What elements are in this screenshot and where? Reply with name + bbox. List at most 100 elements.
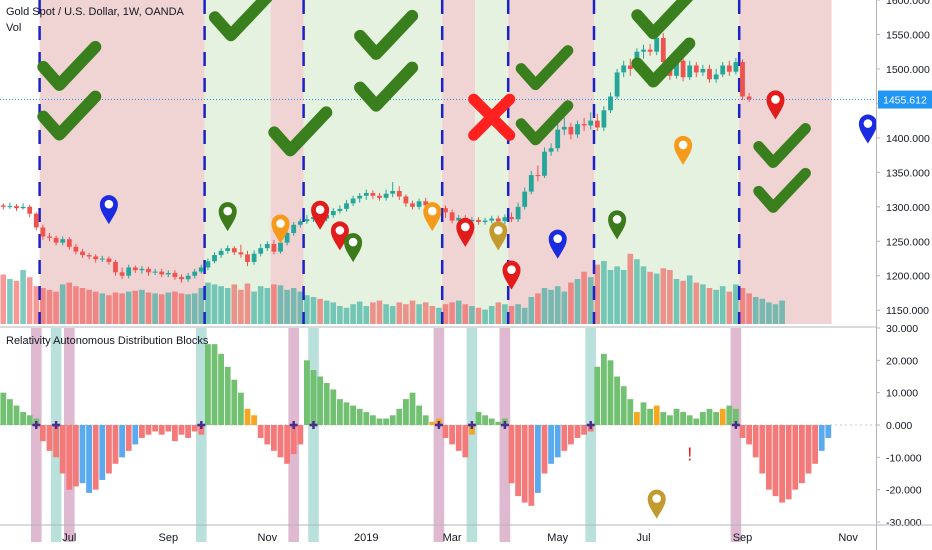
histogram-bar[interactable] bbox=[752, 425, 759, 458]
histogram-bar[interactable] bbox=[614, 376, 620, 426]
histogram-bar[interactable] bbox=[739, 425, 746, 438]
histogram-bar[interactable] bbox=[330, 389, 337, 425]
histogram-bar[interactable] bbox=[304, 360, 310, 425]
candle[interactable] bbox=[27, 206, 33, 214]
candle[interactable] bbox=[278, 242, 283, 252]
candle[interactable] bbox=[119, 272, 125, 276]
candle[interactable] bbox=[660, 37, 666, 63]
histogram-bar[interactable] bbox=[508, 425, 515, 484]
candle[interactable] bbox=[641, 49, 646, 52]
candle[interactable] bbox=[561, 126, 567, 130]
candle[interactable] bbox=[20, 206, 26, 209]
histogram-bar[interactable] bbox=[7, 399, 13, 425]
candle[interactable] bbox=[608, 96, 613, 111]
candle[interactable] bbox=[746, 96, 752, 100]
histogram-bar[interactable] bbox=[548, 425, 554, 464]
histogram-bar[interactable] bbox=[152, 425, 158, 432]
candle[interactable] bbox=[14, 206, 19, 209]
candle[interactable] bbox=[627, 65, 633, 69]
candle[interactable] bbox=[482, 220, 488, 222]
histogram-bar[interactable] bbox=[812, 425, 818, 464]
candle[interactable] bbox=[456, 217, 462, 221]
candle[interactable] bbox=[370, 193, 376, 196]
histogram-bar[interactable] bbox=[251, 415, 257, 425]
histogram-bar[interactable] bbox=[271, 425, 277, 451]
histogram-bar[interactable] bbox=[449, 425, 455, 445]
histogram-bar[interactable] bbox=[515, 425, 521, 497]
candle[interactable] bbox=[218, 250, 224, 256]
histogram-bar[interactable] bbox=[733, 408, 739, 425]
histogram-bar[interactable] bbox=[231, 379, 238, 425]
candle[interactable] bbox=[489, 218, 495, 221]
candle[interactable] bbox=[588, 120, 594, 126]
histogram-bar[interactable] bbox=[825, 425, 832, 438]
histogram-bar[interactable] bbox=[469, 425, 475, 435]
histogram-bar[interactable] bbox=[581, 425, 587, 435]
histogram-bar[interactable] bbox=[191, 425, 198, 432]
histogram-bar[interactable] bbox=[112, 425, 119, 464]
histogram-bar[interactable] bbox=[535, 425, 541, 493]
histogram-bar[interactable] bbox=[86, 425, 92, 493]
candle[interactable] bbox=[720, 65, 726, 75]
candle[interactable] bbox=[495, 218, 501, 222]
histogram-bar[interactable] bbox=[238, 392, 244, 425]
histogram-bar[interactable] bbox=[13, 405, 20, 425]
candle[interactable] bbox=[601, 110, 607, 128]
candle[interactable] bbox=[733, 62, 739, 72]
histogram-bar[interactable] bbox=[0, 392, 7, 425]
candle[interactable] bbox=[502, 217, 508, 222]
histogram-bar[interactable] bbox=[172, 425, 178, 442]
candle[interactable] bbox=[106, 258, 112, 262]
histogram-bar[interactable] bbox=[205, 344, 211, 425]
candle[interactable] bbox=[396, 190, 402, 197]
histogram-bar[interactable] bbox=[53, 425, 59, 458]
candle[interactable] bbox=[740, 62, 745, 97]
histogram-bar[interactable] bbox=[673, 408, 680, 425]
histogram-bar[interactable] bbox=[343, 402, 350, 425]
candle[interactable] bbox=[139, 268, 145, 271]
histogram-bar[interactable] bbox=[244, 408, 251, 425]
histogram-bar[interactable] bbox=[475, 412, 482, 425]
candle[interactable] bbox=[198, 267, 204, 272]
candle[interactable] bbox=[522, 191, 528, 207]
histogram-bar[interactable] bbox=[554, 425, 561, 458]
histogram-bar[interactable] bbox=[653, 405, 660, 425]
histogram-bar[interactable] bbox=[370, 415, 376, 425]
candle[interactable] bbox=[172, 272, 178, 278]
candle[interactable] bbox=[99, 258, 105, 260]
histogram-bar[interactable] bbox=[376, 418, 383, 425]
histogram-bar[interactable] bbox=[799, 425, 805, 484]
candle[interactable] bbox=[350, 198, 356, 204]
candle[interactable] bbox=[363, 193, 369, 196]
candle[interactable] bbox=[7, 206, 13, 208]
histogram-bar[interactable] bbox=[706, 408, 713, 425]
candle[interactable] bbox=[449, 212, 455, 221]
candle[interactable] bbox=[535, 175, 541, 177]
histogram-bar[interactable] bbox=[607, 360, 614, 425]
candle[interactable] bbox=[476, 219, 481, 222]
histogram-bar[interactable] bbox=[561, 425, 568, 451]
histogram-bar[interactable] bbox=[26, 415, 33, 425]
histogram-bar[interactable] bbox=[337, 399, 343, 425]
histogram-bar[interactable] bbox=[422, 415, 429, 425]
histogram-bar[interactable] bbox=[46, 425, 53, 451]
candle[interactable] bbox=[528, 175, 534, 192]
candle[interactable] bbox=[344, 203, 349, 209]
histogram-bar[interactable] bbox=[429, 421, 436, 425]
candle[interactable] bbox=[80, 251, 85, 256]
candle[interactable] bbox=[357, 195, 363, 199]
histogram-bar[interactable] bbox=[772, 425, 779, 497]
histogram-bar[interactable] bbox=[356, 408, 363, 425]
candle[interactable] bbox=[245, 254, 250, 262]
candle[interactable] bbox=[291, 224, 297, 234]
candle[interactable] bbox=[542, 151, 547, 176]
histogram-bar[interactable] bbox=[640, 402, 647, 425]
candle[interactable] bbox=[443, 208, 448, 213]
candle[interactable] bbox=[654, 37, 660, 52]
histogram-bar[interactable] bbox=[20, 412, 26, 425]
histogram-bar[interactable] bbox=[746, 425, 752, 445]
histogram-bar[interactable] bbox=[264, 425, 271, 445]
candle[interactable] bbox=[93, 256, 99, 260]
candle[interactable] bbox=[390, 190, 396, 194]
histogram-bar[interactable] bbox=[132, 425, 139, 445]
